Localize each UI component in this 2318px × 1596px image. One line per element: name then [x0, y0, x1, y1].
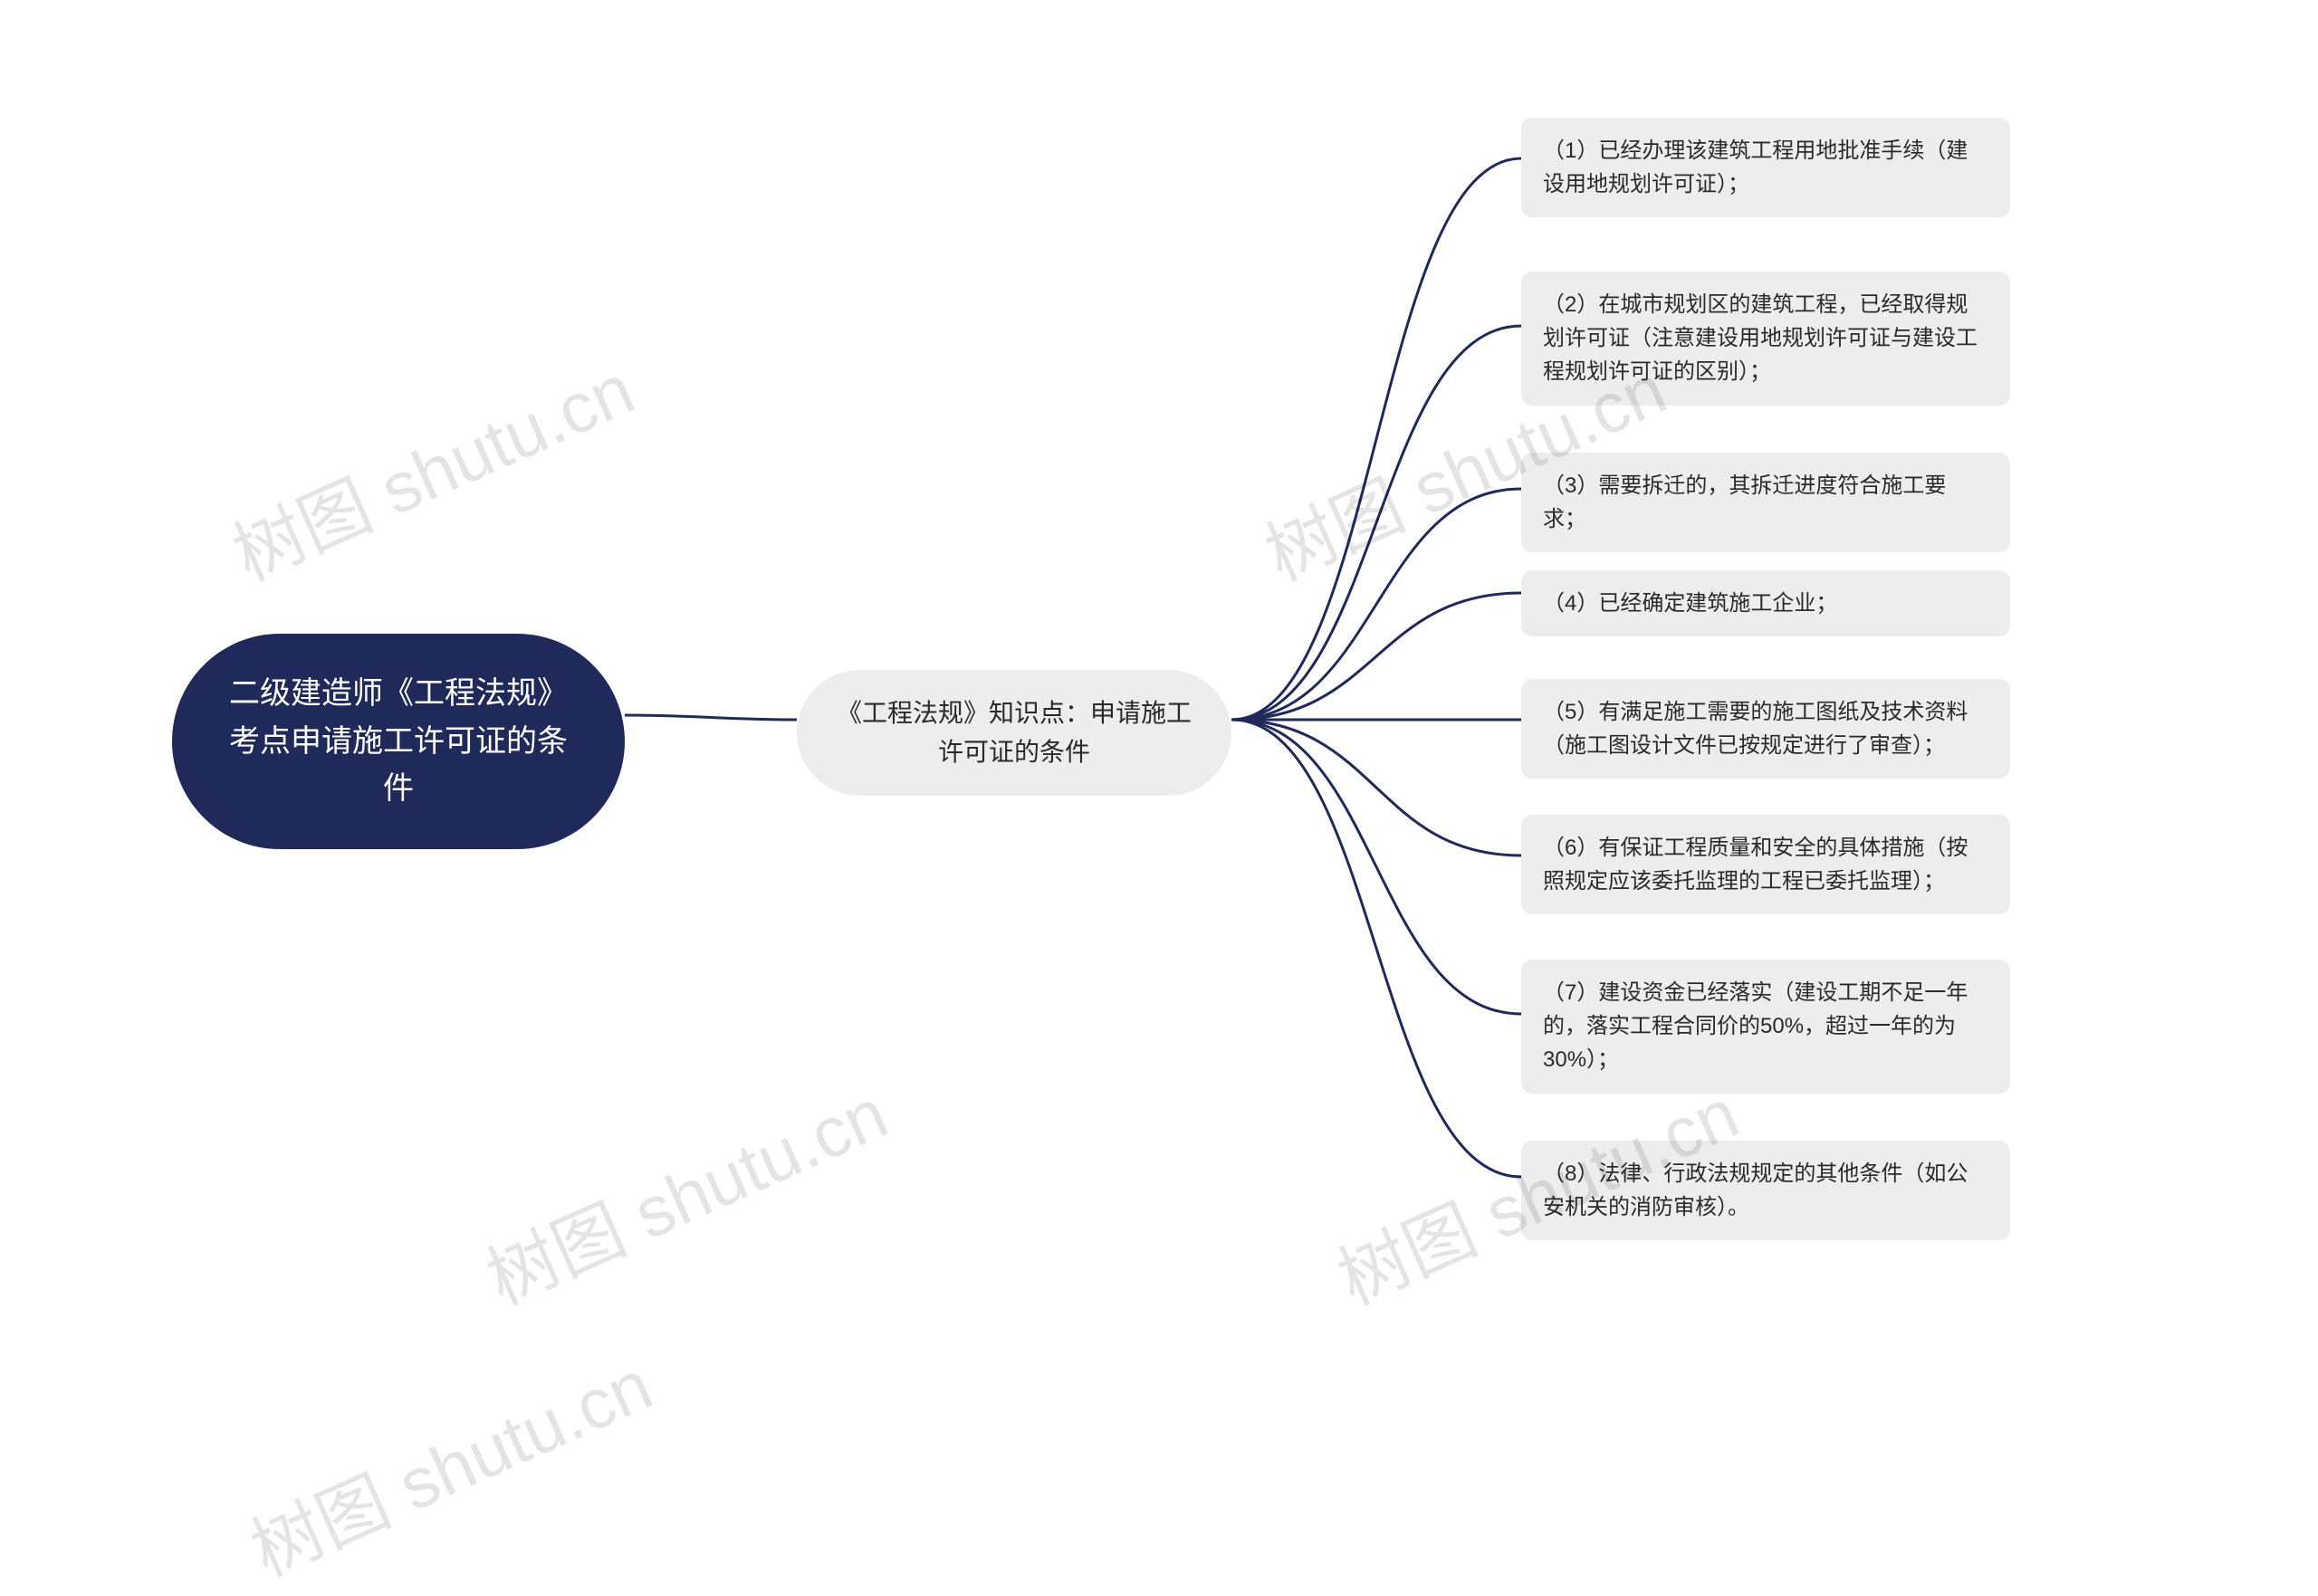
connector-mid-leaf-2	[1231, 326, 1521, 720]
leaf-node-4[interactable]: （4）已经确定建筑施工企业；	[1521, 570, 2010, 636]
leaf-node-1[interactable]: （1）已经办理该建筑工程用地批准手续（建设用地规划许可证）；	[1521, 118, 2010, 217]
root-node[interactable]: 二级建造师《工程法规》考点申请施工许可证的条件	[172, 634, 625, 849]
mindmap-canvas: 二级建造师《工程法规》考点申请施工许可证的条件 《工程法规》知识点：申请施工许可…	[0, 0, 2318, 1430]
leaf-node-6-label: （6）有保证工程质量和安全的具体措施（按照规定应该委托监理的工程已委托监理）；	[1543, 836, 1968, 894]
leaf-node-6[interactable]: （6）有保证工程质量和安全的具体措施（按照规定应该委托监理的工程已委托监理）；	[1521, 815, 2010, 914]
connector-root-mid	[625, 715, 797, 720]
leaf-node-3[interactable]: （3）需要拆迁的，其拆迁进度符合施工要求；	[1521, 453, 2010, 552]
leaf-node-2[interactable]: （2）在城市规划区的建筑工程，已经取得规划许可证（注意建设用地规划许可证与建设工…	[1521, 272, 2010, 406]
leaf-node-4-label: （4）已经确定建筑施工企业；	[1543, 591, 1837, 616]
mid-node-label: 《工程法规》知识点：申请施工许可证的条件	[837, 693, 1192, 772]
leaf-node-5[interactable]: （5）有满足施工需要的施工图纸及技术资料（施工图设计文件已按规定进行了审查）；	[1521, 679, 2010, 779]
leaf-node-1-label: （1）已经办理该建筑工程用地批准手续（建设用地规划许可证）；	[1543, 139, 1968, 196]
connector-mid-leaf-6	[1231, 720, 1521, 855]
leaf-node-7-label: （7）建设资金已经落实（建设工期不足一年的，落实工程合同价的50%，超过一年的为…	[1543, 980, 1968, 1072]
leaf-node-5-label: （5）有满足施工需要的施工图纸及技术资料（施工图设计文件已按规定进行了审查）；	[1543, 700, 1968, 758]
mid-node[interactable]: 《工程法规》知识点：申请施工许可证的条件	[797, 670, 1231, 796]
leaf-node-3-label: （3）需要拆迁的，其拆迁进度符合施工要求；	[1543, 473, 1946, 531]
leaf-node-8[interactable]: （8）法律、行政法规规定的其他条件（如公安机关的消防审核）。	[1521, 1141, 2010, 1240]
leaf-node-8-label: （8）法律、行政法规规定的其他条件（如公安机关的消防审核）。	[1543, 1161, 1968, 1219]
connector-mid-leaf-1	[1231, 158, 1521, 720]
leaf-node-7[interactable]: （7）建设资金已经落实（建设工期不足一年的，落实工程合同价的50%，超过一年的为…	[1521, 960, 2010, 1094]
leaf-node-2-label: （2）在城市规划区的建筑工程，已经取得规划许可证（注意建设用地规划许可证与建设工…	[1543, 292, 1978, 384]
connector-mid-leaf-7	[1231, 720, 1521, 1014]
root-node-label: 二级建造师《工程法规》考点申请施工许可证的条件	[223, 670, 574, 813]
